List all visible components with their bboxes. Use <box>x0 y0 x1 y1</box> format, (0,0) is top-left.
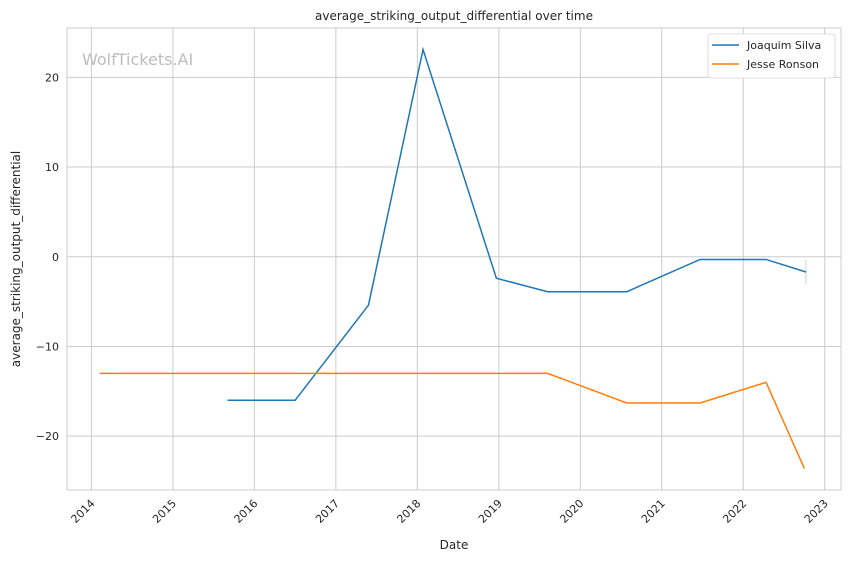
ticks: 2014 2015 2016 2017 2018 2019 2020 2021 2022 2023… <box>36 71 831 526</box>
watermark: WolfTickets.AI <box>82 50 193 69</box>
y-tick-label: −20 <box>36 430 59 443</box>
x-tick-label: 2018 <box>394 497 423 526</box>
series-group <box>99 49 806 468</box>
x-tick-label: 2019 <box>476 497 505 526</box>
x-tick-label: 2020 <box>557 497 586 526</box>
y-tick-label: −10 <box>36 340 59 353</box>
x-tick-label: 2022 <box>720 497 749 526</box>
legend: Joaquim Silva Jesse Ronson <box>708 34 835 78</box>
y-tick-label: 20 <box>45 71 59 84</box>
x-tick-label: 2023 <box>802 497 831 526</box>
chart-title: average_striking_output_differential ove… <box>315 9 593 23</box>
x-tick-label: 2021 <box>639 497 668 526</box>
legend-label-jesse-ronson: Jesse Ronson <box>746 58 819 71</box>
x-tick-label: 2017 <box>313 497 342 526</box>
x-tick-label: 2015 <box>150 497 179 526</box>
legend-label-joaquim-silva: Joaquim Silva <box>746 39 821 52</box>
series-line-joaquim-silva <box>228 50 806 401</box>
x-tick-label: 2014 <box>69 497 98 526</box>
series-line-jesse-ronson <box>100 373 805 468</box>
y-axis-label: average_striking_output_differential <box>9 151 23 367</box>
y-tick-label: 0 <box>52 251 59 264</box>
y-tick-label: 10 <box>45 161 59 174</box>
x-tick-label: 2016 <box>232 497 261 526</box>
x-axis-label: Date <box>440 538 469 552</box>
